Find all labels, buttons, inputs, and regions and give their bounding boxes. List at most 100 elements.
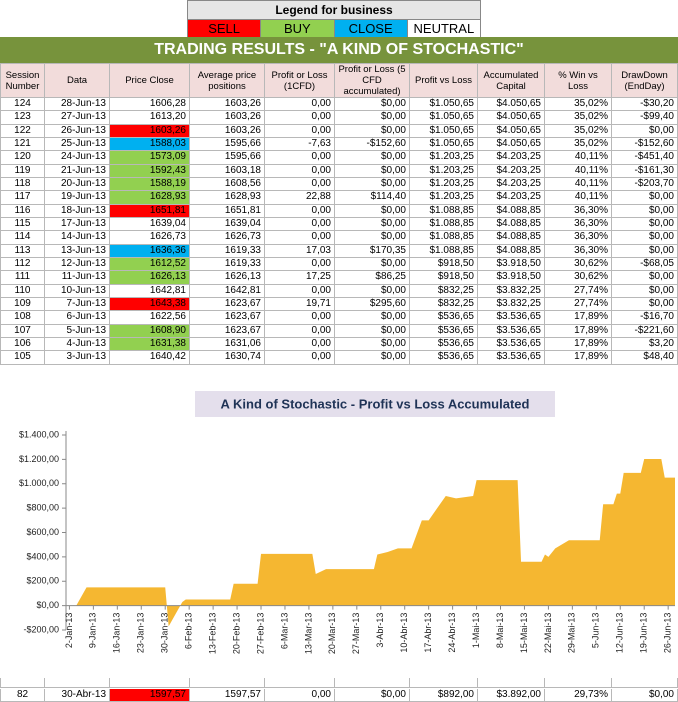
table-cell: $3.832,25 [478, 284, 545, 298]
table-row: 122 26-Jun-13 1603,26 1603,26 0,00 $0,00 $1.05… [0, 124, 678, 138]
legend-item: NEUTRAL [407, 20, 480, 37]
table-cell: 1606,28 [110, 98, 190, 112]
y-tick-label: $0,00 [36, 600, 59, 610]
table-cell: 1608,56 [190, 177, 265, 192]
table-cell: $0,00 [612, 284, 678, 298]
y-tick-label: $1.400,00 [19, 429, 59, 439]
table-cell: -$152,60 [612, 137, 678, 152]
table-cell: 29,73% [545, 688, 612, 702]
table-cell: 113 [0, 244, 45, 258]
table-cell: $0,00 [335, 311, 410, 325]
x-tick-label: 3-Abr-13 [375, 613, 385, 648]
y-tick-label: $600,00 [26, 527, 59, 537]
table-cell: 1626,73 [190, 231, 265, 245]
table-cell: $1.088,85 [410, 204, 478, 218]
table-cell: 0,00 [265, 284, 335, 298]
table-cell: -$203,70 [612, 177, 678, 192]
legend-items: SELL BUY CLOSE NEUTRAL [188, 20, 480, 37]
header-cell: Data [45, 63, 110, 98]
header-cell: Profit or Loss (1CFD) [265, 63, 335, 98]
table-cell: 1631,06 [190, 337, 265, 352]
chart-title-box [195, 391, 555, 417]
x-tick-label: 20-Mar-13 [327, 613, 337, 655]
legend: Legend for business SELL BUY CLOSE NEUTRAL [187, 0, 481, 37]
table-cell: $114,40 [335, 191, 410, 205]
table-cell: 0,00 [265, 164, 335, 178]
table-cell: 40,11% [545, 191, 612, 205]
table-cell: $0,00 [335, 231, 410, 245]
table-cell: $0,00 [612, 204, 678, 218]
table-cell: 1595,66 [190, 137, 265, 152]
table-cell: -$30,20 [612, 98, 678, 112]
table-cell: $0,00 [335, 111, 410, 125]
table-cell: 26-Jun-13 [45, 124, 110, 138]
table-cell: $0,00 [612, 231, 678, 245]
table-cell: 28-Jun-13 [45, 98, 110, 112]
table-cell: 1642,81 [110, 284, 190, 298]
x-tick-label: 8-Mai-13 [495, 613, 505, 649]
x-tick-label: 5-Jun-13 [591, 613, 601, 649]
table-cell: 0,00 [265, 337, 335, 352]
table-cell: 1651,81 [110, 204, 190, 218]
table-cell: 13-Jun-13 [45, 244, 110, 258]
table-cell: $892,00 [410, 688, 478, 702]
y-tick-label: -$200,00 [23, 624, 59, 634]
table-cell: $536,65 [410, 351, 478, 365]
table-cell: 17,03 [265, 244, 335, 258]
table-row: 114 14-Jun-13 1626,73 1626,73 0,00 $0,00 $1.08… [0, 231, 678, 245]
table-cell: 35,02% [545, 98, 612, 112]
table-cell: $0,00 [612, 124, 678, 138]
table-cell [410, 676, 478, 688]
table-row: 109 7-Jun-13 1643,38 1623,67 19,71 $295,60 $83… [0, 297, 678, 312]
table-row: 107 5-Jun-13 1608,90 1623,67 0,00 $0,00 $536,6… [0, 324, 678, 338]
table-cell: $3.892,00 [478, 688, 545, 702]
table-cell: $4.088,85 [478, 231, 545, 245]
table-cell: 1639,04 [110, 217, 190, 232]
table-cell: 1619,33 [190, 257, 265, 272]
x-tick-label: 2-Jan-13 [64, 613, 74, 649]
table-cell: 118 [0, 177, 45, 192]
table-cell [478, 676, 545, 688]
table-row: 120 24-Jun-13 1573,09 1595,66 0,00 $0,00 $1.20… [0, 151, 678, 165]
table-row: 118 20-Jun-13 1588,19 1608,56 0,00 $0,00 $1.20… [0, 177, 678, 192]
chart-background [0, 378, 678, 678]
table-cell: $1.088,85 [410, 244, 478, 258]
table-cell: 7-Jun-13 [45, 297, 110, 312]
table-cell: 1603,26 [110, 124, 190, 138]
table-cell: 1597,57 [190, 688, 265, 702]
table-cell: 105 [0, 351, 45, 365]
table-cell: 17,89% [545, 351, 612, 365]
table-cell: 1639,04 [190, 217, 265, 232]
table-cell: 116 [0, 204, 45, 218]
table-cell: 36,30% [545, 244, 612, 258]
table-cell: 1626,73 [110, 231, 190, 245]
table-row: 115 17-Jun-13 1639,04 1639,04 0,00 $0,00 $1.08… [0, 217, 678, 232]
table-cell [545, 676, 612, 688]
table-cell: 30-Abr-13 [45, 688, 110, 702]
table-cell: 1592,43 [110, 164, 190, 178]
table-cell: $918,50 [410, 257, 478, 272]
table-cell: 40,11% [545, 151, 612, 165]
table-cell: 1622,56 [110, 311, 190, 325]
table-cell: 18-Jun-13 [45, 204, 110, 218]
table-cell: $1.050,65 [410, 137, 478, 152]
table-cell: 17,25 [265, 271, 335, 285]
table-cell: 14-Jun-13 [45, 231, 110, 245]
table-cell: $0,00 [335, 151, 410, 165]
table-cell: 30,62% [545, 257, 612, 272]
table-cell: 124 [0, 98, 45, 112]
table-cell: $1.203,25 [410, 164, 478, 178]
table-cell: $3.918,50 [478, 257, 545, 272]
table-cell: 1603,26 [190, 124, 265, 138]
table-cell [45, 676, 110, 688]
table-cell: $3.832,25 [478, 297, 545, 312]
table-row: 111 11-Jun-13 1626,13 1626,13 17,25 $86,25 $91… [0, 271, 678, 285]
table-cell: 1651,81 [190, 204, 265, 218]
x-tick-label: 6-Feb-13 [184, 613, 194, 650]
table-cell: $4.203,25 [478, 151, 545, 165]
table-cell: $4.050,65 [478, 137, 545, 152]
table-cell: 4-Jun-13 [45, 337, 110, 352]
table-cell: -$451,40 [612, 151, 678, 165]
legend-item: CLOSE [334, 20, 408, 37]
